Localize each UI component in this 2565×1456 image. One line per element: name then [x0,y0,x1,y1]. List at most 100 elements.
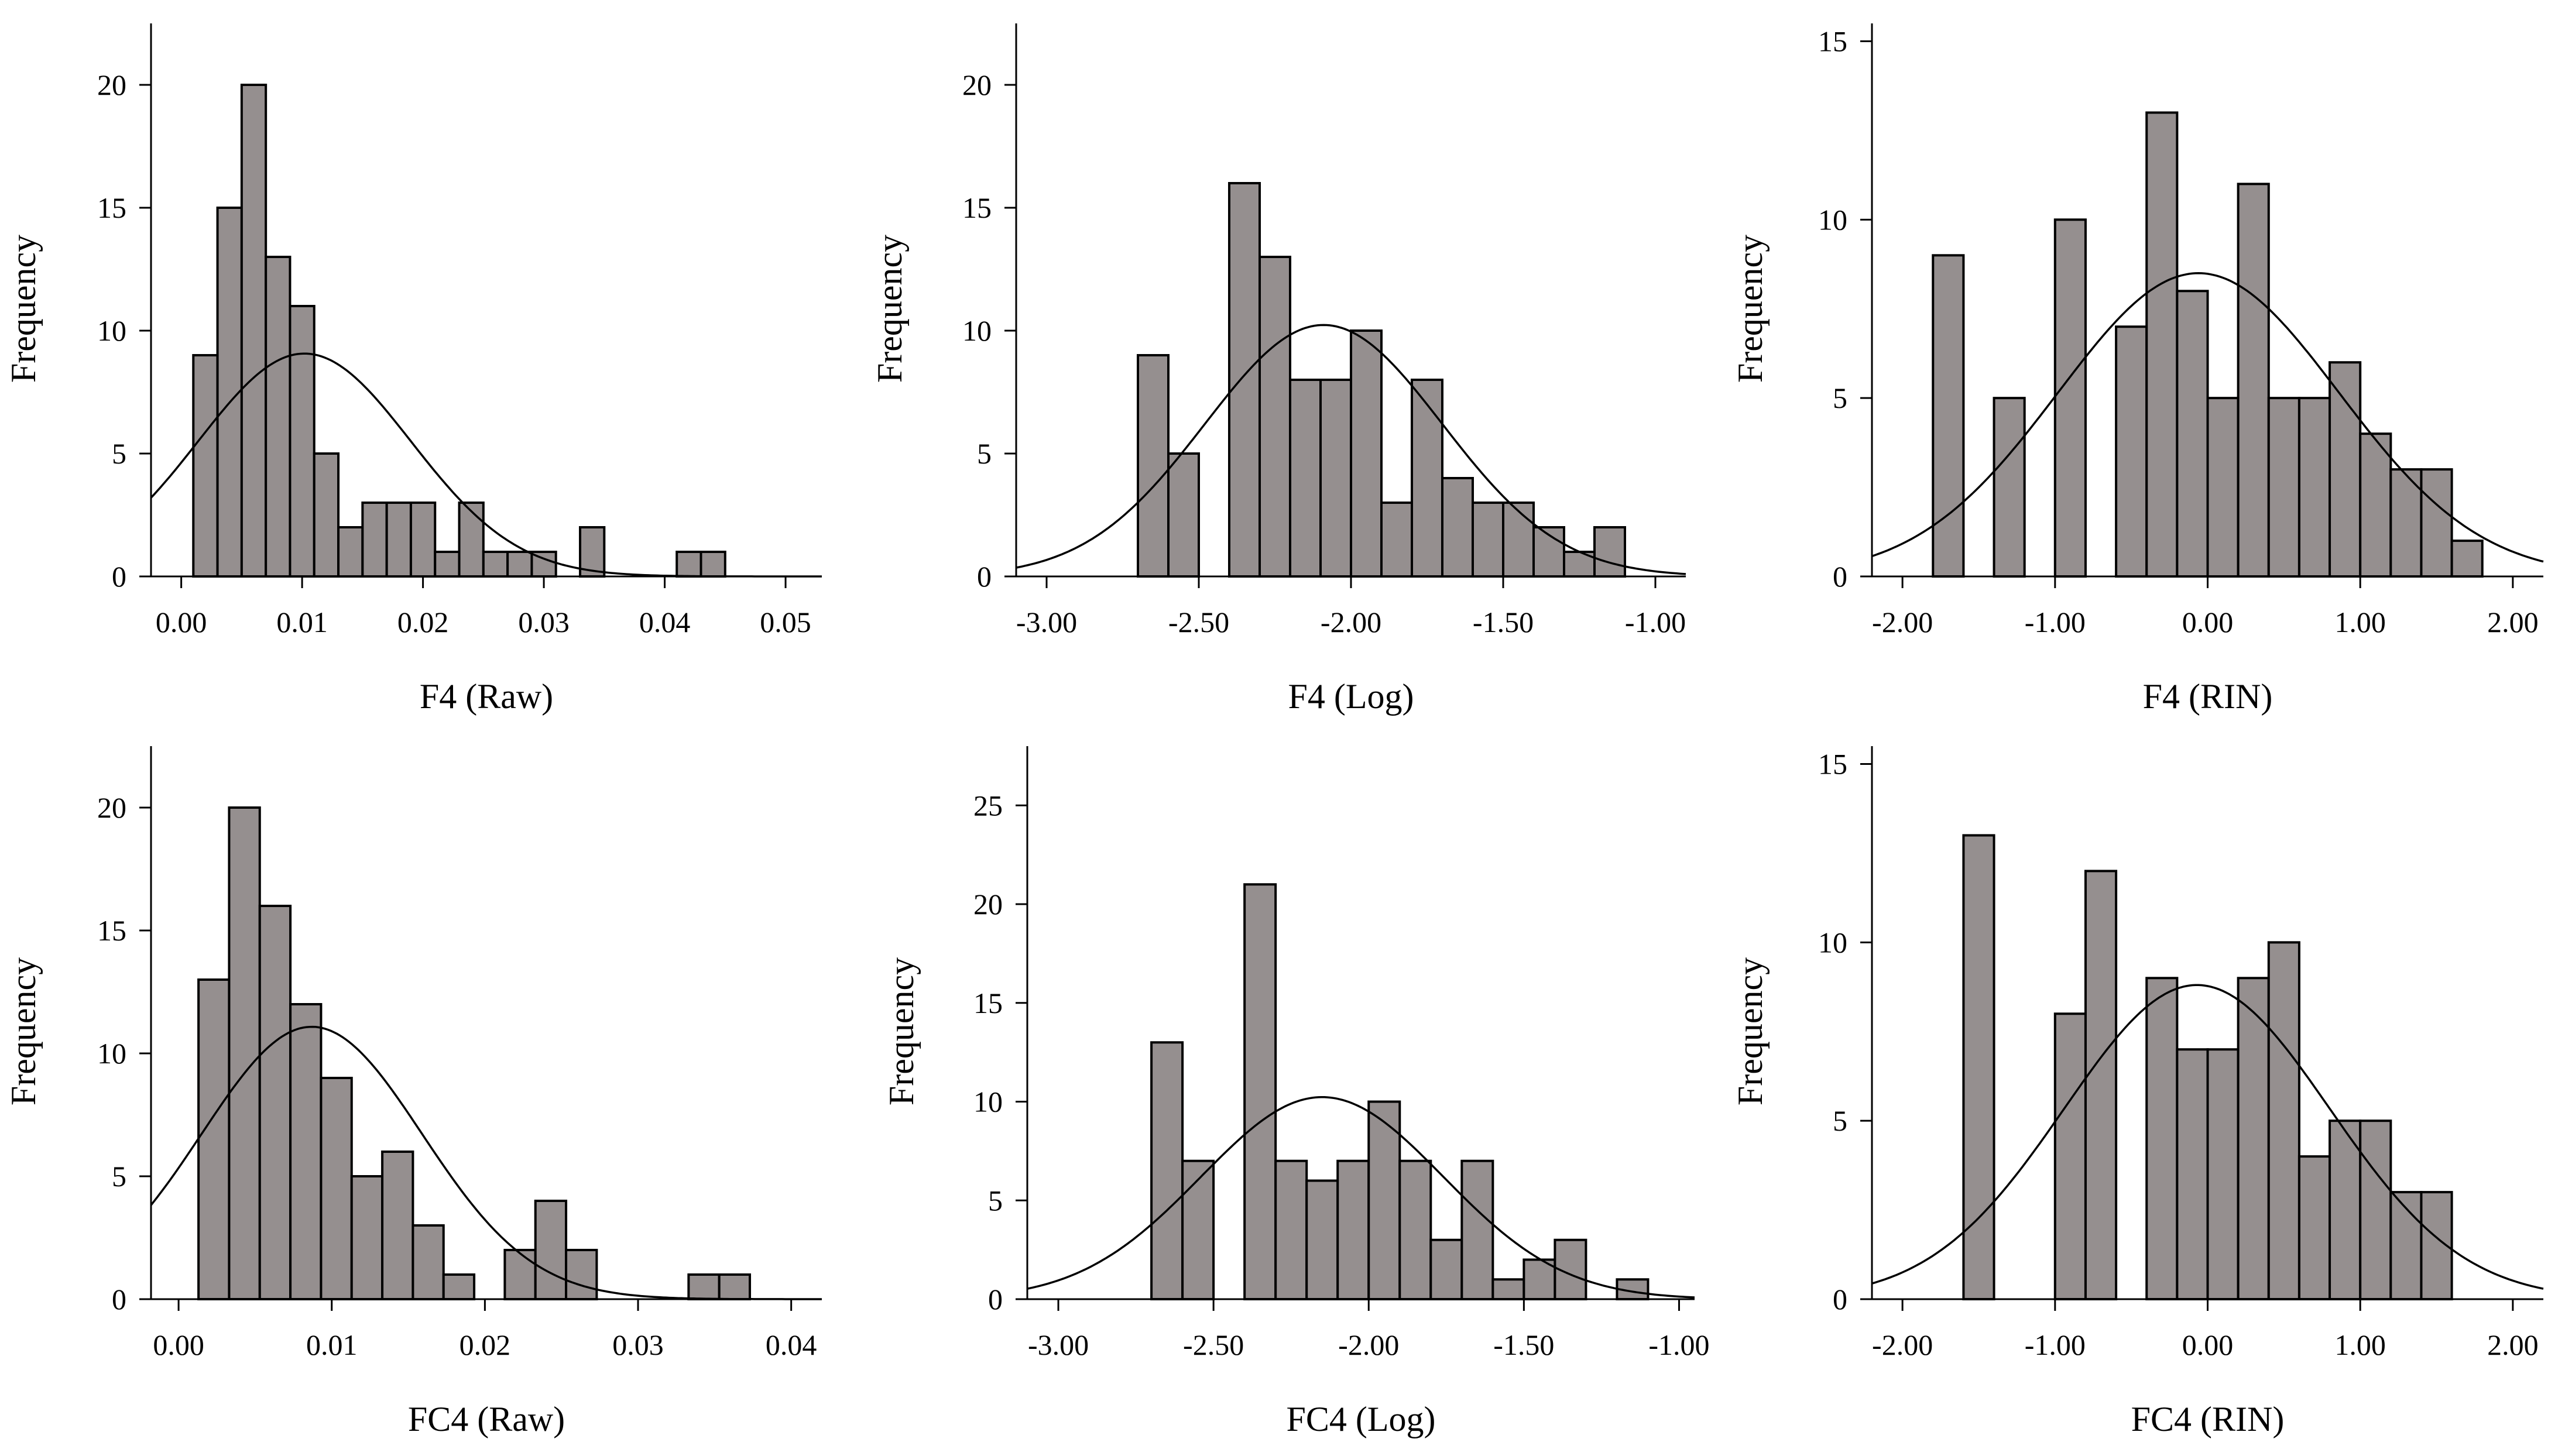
histogram-bar [1503,503,1534,576]
x-tick-label: 0.05 [760,606,811,638]
y-tick-label: 15 [962,191,992,224]
x-tick-label: -2.50 [1168,606,1229,638]
histogram-bar [2269,398,2299,576]
histogram-bar [1400,1161,1431,1299]
histogram-bar [413,1225,443,1299]
y-tick-label: 10 [1818,203,1847,236]
x-tick-label: 2.00 [2487,1328,2539,1361]
histogram-bar [2146,978,2177,1299]
y-tick-label: 5 [1833,382,1847,414]
y-axis-title: Frequency [1731,235,1770,383]
x-tick-label: -2.00 [1872,1328,1933,1361]
histogram-bar [352,1176,382,1299]
histogram-bar [2055,219,2086,576]
histogram-bar [1275,1161,1306,1299]
histogram-bar [1594,527,1625,576]
y-tick-label: 5 [112,1160,126,1193]
x-tick-label: 1.00 [2334,1328,2386,1361]
histogram-bar [1306,1181,1338,1300]
x-tick-label: -1.50 [1473,606,1534,638]
y-tick-label: 20 [973,888,1003,921]
x-tick-label: 0.03 [518,606,570,638]
y-tick-label: 15 [1818,747,1847,780]
histogram-bar [2238,184,2269,576]
histogram-bar [229,808,259,1299]
histogram-bar [2086,871,2116,1299]
histogram-bar [1338,1161,1369,1299]
histogram-bar [2116,327,2146,576]
y-tick-label: 10 [1818,926,1847,959]
histogram-bar [2208,398,2238,576]
x-tick-label: 0.00 [2182,1328,2234,1361]
histogram-panel: 0 5 10 15 20 -3.00 -2.50 -2.00 -1.50 -1.00 F4 (Log… [870,23,1686,716]
x-tick-label: 0.01 [276,606,328,638]
y-tick-label: 0 [1833,560,1847,593]
histogram-bar [483,552,507,576]
histogram-bar [1431,1240,1462,1299]
histogram-bar [382,1152,413,1299]
histogram-bar [566,1250,596,1299]
histogram-bar [507,552,531,576]
y-tick-label: 10 [973,1086,1003,1118]
x-tick-label: -2.00 [1338,1328,1399,1361]
x-tick-label: 0.00 [156,606,207,638]
histogram-bar [688,1275,719,1299]
y-tick-label: 0 [112,560,126,593]
x-tick-label: 1.00 [2334,606,2386,638]
histogram-bar [411,503,435,576]
x-tick-label: 0.01 [306,1328,358,1361]
histogram-bar [1351,331,1381,576]
y-tick-label: 0 [1833,1283,1847,1316]
y-tick-label: 15 [97,914,126,947]
y-tick-label: 5 [112,437,126,470]
y-tick-label: 15 [973,987,1003,1019]
histogram-bar [2177,291,2207,576]
histogram-bar [1493,1279,1524,1299]
histogram-bar [2330,362,2360,576]
x-tick-label: -1.00 [2025,606,2086,638]
histogram-panel: 0 5 10 15 20 0.00 0.01 0.02 0.03 0.04 0.05 F4 (Raw)… [4,23,822,716]
x-axis-title: FC4 (RIN) [2131,1400,2285,1438]
histogram-panel: 051015-2.00 -1.00 0.00 1.00 2.00F4 (RIN)Freq… [1731,23,2543,716]
histogram-bar [1473,503,1503,576]
histogram-bar [1244,884,1275,1299]
y-tick-label: 0 [112,1283,126,1316]
x-tick-label: -2.50 [1183,1328,1244,1361]
histogram-bar [2177,1049,2207,1299]
histogram-bar [242,85,266,576]
histogram-bar [719,1275,750,1299]
y-tick-label: 20 [962,68,992,101]
x-axis-title: FC4 (Raw) [408,1400,565,1438]
histogram-bar [435,552,459,576]
y-tick-label: 5 [1833,1104,1847,1137]
histogram-bar [2299,398,2330,576]
histogram-bar [2146,112,2177,576]
x-tick-label: -1.00 [2025,1328,2086,1361]
histogram-bar [2269,942,2299,1299]
y-axis-title: Frequency [4,957,43,1105]
histogram-panel: 0 5 10 15 -2.00 -1.00 0.00 1.00 2.00 FC4 (RIN) Fre… [1731,746,2543,1438]
x-tick-label: -1.50 [1493,1328,1554,1361]
histogram-bar [2299,1156,2330,1299]
histogram-bar [2238,978,2269,1299]
histogram-bar [321,1078,351,1299]
y-axis-title: Frequency [4,235,43,383]
histogram-panel: 0 5 10 15 20 0.00 0.01 0.02 0.03 0.04 FC4 (Raw) Fre… [4,746,822,1438]
x-tick-label: 0.04 [639,606,691,638]
y-axis-title: Frequency [870,235,909,383]
histogram-bar [1168,454,1199,576]
histogram-bar [2452,541,2482,576]
histogram-bar [536,1201,566,1299]
y-tick-label: 10 [97,1037,126,1070]
histogram-bar [1182,1161,1213,1299]
histogram-bar [1260,257,1290,576]
histogram-bar [1963,835,1994,1299]
histogram-bar [1151,1042,1182,1299]
histogram-bar [2360,434,2391,576]
histogram-bar [1462,1161,1493,1299]
histogram-bar [459,503,483,576]
y-tick-label: 20 [97,791,126,824]
x-tick-label: 0.02 [459,1328,511,1361]
x-tick-label: 0.02 [397,606,449,638]
x-tick-label: -1.00 [1648,1328,1709,1361]
